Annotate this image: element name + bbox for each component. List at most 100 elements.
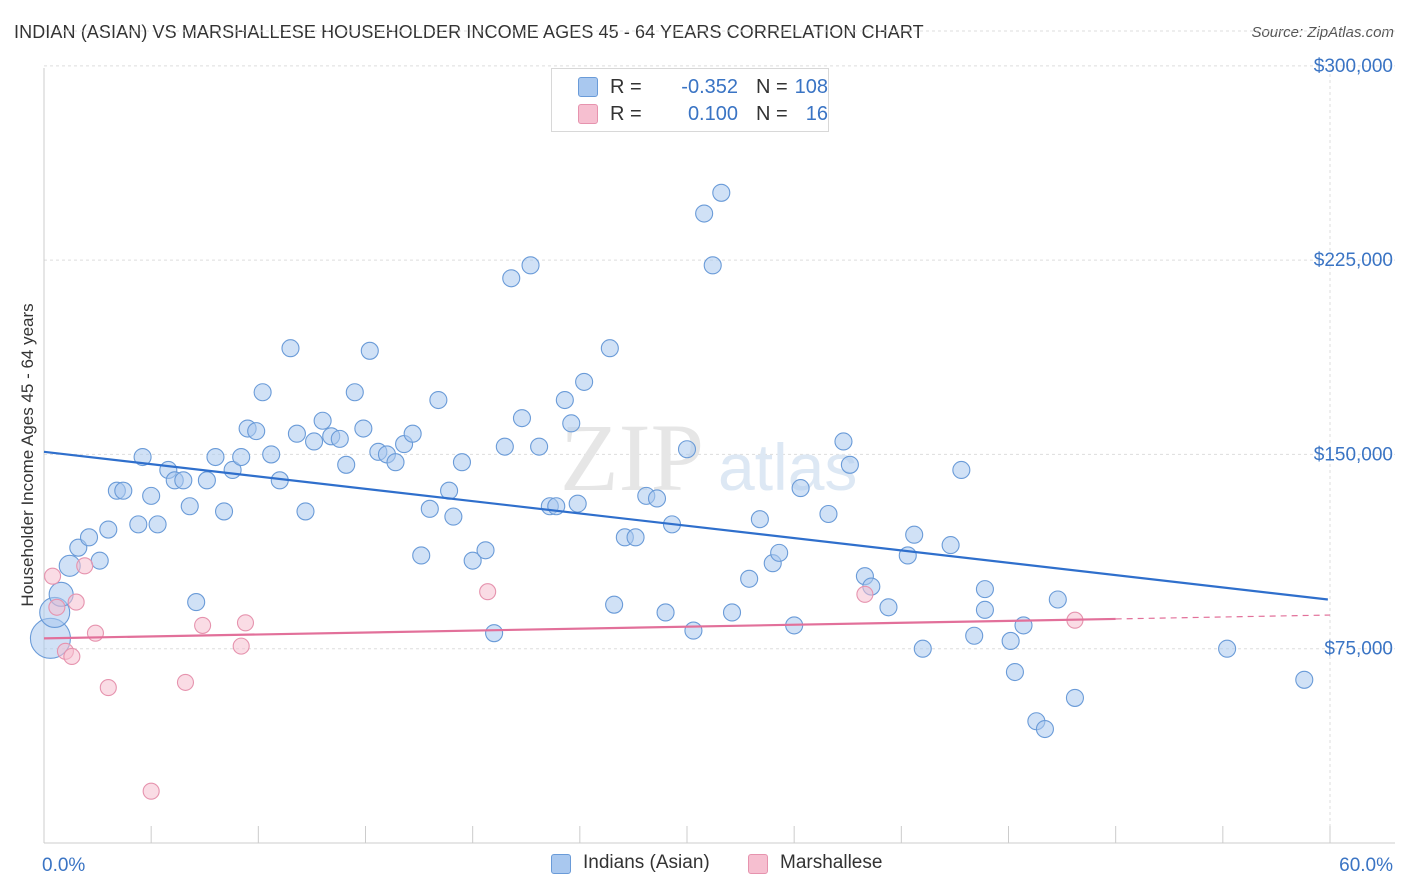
legend-n-label: N = xyxy=(756,76,788,98)
chart-title: INDIAN (ASIAN) VS MARSHALLESE HOUSEHOLDE… xyxy=(14,22,924,42)
data-point-indians xyxy=(174,471,193,490)
data-point-indians xyxy=(281,339,300,358)
x-tick-labels: 0.0% 60.0% xyxy=(42,855,1393,876)
data-point-indians xyxy=(562,414,581,433)
data-point-indians xyxy=(722,603,742,622)
data-point-indians xyxy=(247,422,266,441)
data-point-indians xyxy=(420,499,439,518)
data-point-indians xyxy=(530,437,549,456)
data-point-indians xyxy=(90,551,109,570)
data-point-indians xyxy=(262,445,281,464)
legend-n-value: 16 xyxy=(805,103,828,125)
data-point-indians xyxy=(656,603,675,622)
data-point-indians xyxy=(296,502,315,521)
data-point-indians xyxy=(129,515,148,534)
y-tick-label: $225,000 xyxy=(1314,250,1393,271)
data-point-indians xyxy=(840,455,859,474)
data-point-indians xyxy=(114,481,133,500)
data-point-indians xyxy=(214,502,234,521)
data-point-marshallese xyxy=(232,637,250,655)
legend-label-marshallese: Marshallese xyxy=(780,852,883,873)
legend-label-indians: Indians (Asian) xyxy=(583,852,710,873)
trend-lines xyxy=(43,450,1331,640)
data-point-indians xyxy=(313,411,332,430)
data-point-indians xyxy=(148,515,167,534)
data-point-indians xyxy=(180,497,199,516)
y-tick-labels: $75,000 $150,000 $225,000 $300,000 xyxy=(1314,56,1393,660)
data-point-indians xyxy=(626,528,645,547)
data-point-indians xyxy=(305,432,324,451)
data-point-indians xyxy=(463,551,482,570)
data-point-indians xyxy=(834,432,853,451)
data-point-marshallese xyxy=(63,647,81,666)
data-point-indians xyxy=(444,507,463,526)
data-point-indians xyxy=(476,541,495,560)
data-point-indians xyxy=(521,256,540,275)
data-point-indians xyxy=(703,256,722,275)
data-point-indians xyxy=(485,624,504,643)
legend-swatch-pink xyxy=(578,104,598,124)
trend-line-marshallese xyxy=(43,617,1116,640)
legend-r-value: -0.352 xyxy=(681,76,738,98)
data-point-indians xyxy=(819,504,838,524)
data-point-indians xyxy=(345,383,364,402)
data-point-marshallese xyxy=(236,614,255,632)
data-point-indians xyxy=(1295,670,1314,689)
legend-n-value: 108 xyxy=(794,76,828,98)
data-point-indians xyxy=(337,455,356,474)
data-point-indians xyxy=(568,494,587,513)
data-point-indians xyxy=(791,479,810,498)
data-point-indians xyxy=(750,510,769,529)
data-point-indians xyxy=(1065,688,1084,707)
y-axis-label: Householder Income Ages 45 - 64 years xyxy=(18,303,37,606)
data-point-indians xyxy=(253,383,272,402)
x-tick-label: 60.0% xyxy=(1339,855,1393,876)
legend-r-label: R = xyxy=(610,103,642,125)
data-point-indians xyxy=(965,626,984,645)
legend-n-label: N = xyxy=(756,103,788,125)
data-point-marshallese xyxy=(856,585,874,603)
data-point-indians xyxy=(605,595,624,614)
data-point-indians xyxy=(1001,631,1020,650)
y-tick-label: $150,000 xyxy=(1314,444,1393,465)
data-point-indians xyxy=(975,580,994,599)
data-point-indians xyxy=(142,486,161,505)
data-point-indians xyxy=(403,424,422,443)
data-point-indians xyxy=(206,447,225,467)
source-label: Source: ZipAtlas.com xyxy=(1251,24,1394,41)
data-point-indians xyxy=(79,528,99,547)
data-point-indians xyxy=(360,341,379,360)
series-indians-asian xyxy=(29,183,1314,739)
data-point-indians xyxy=(647,489,667,508)
data-point-marshallese xyxy=(44,567,62,585)
data-point-marshallese xyxy=(76,557,94,575)
data-point-indians xyxy=(677,440,697,459)
data-point-marshallese xyxy=(479,583,497,601)
watermark: ZIP atlas xyxy=(560,404,857,511)
data-point-indians xyxy=(600,339,619,358)
data-point-indians xyxy=(952,460,971,480)
data-point-indians xyxy=(905,525,924,544)
data-point-indians xyxy=(1005,662,1024,682)
data-point-indians xyxy=(495,437,514,456)
data-point-indians xyxy=(770,543,789,562)
data-point-indians xyxy=(232,447,251,467)
series-marshallese xyxy=(44,557,1084,800)
data-point-marshallese xyxy=(194,616,212,634)
legend-swatch-blue xyxy=(551,854,571,874)
data-point-indians xyxy=(712,183,731,202)
data-point-marshallese xyxy=(176,673,195,691)
data-point-indians xyxy=(187,593,206,612)
data-point-indians xyxy=(1048,590,1067,609)
data-point-indians xyxy=(575,372,594,391)
data-point-indians xyxy=(386,453,405,472)
y-tick-label: $300,000 xyxy=(1314,56,1393,77)
data-point-indians xyxy=(684,621,703,640)
data-point-marshallese xyxy=(99,679,117,697)
data-point-indians xyxy=(879,598,898,617)
data-point-indians xyxy=(412,546,431,565)
data-point-indians xyxy=(1218,639,1237,658)
data-point-indians xyxy=(1035,719,1054,739)
data-point-marshallese xyxy=(86,624,104,642)
